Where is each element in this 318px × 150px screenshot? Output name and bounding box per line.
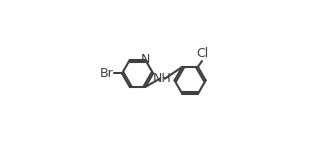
Text: N: N (141, 53, 150, 66)
Text: NH: NH (153, 72, 172, 85)
Text: Cl: Cl (196, 47, 208, 60)
Text: Br: Br (100, 67, 113, 80)
